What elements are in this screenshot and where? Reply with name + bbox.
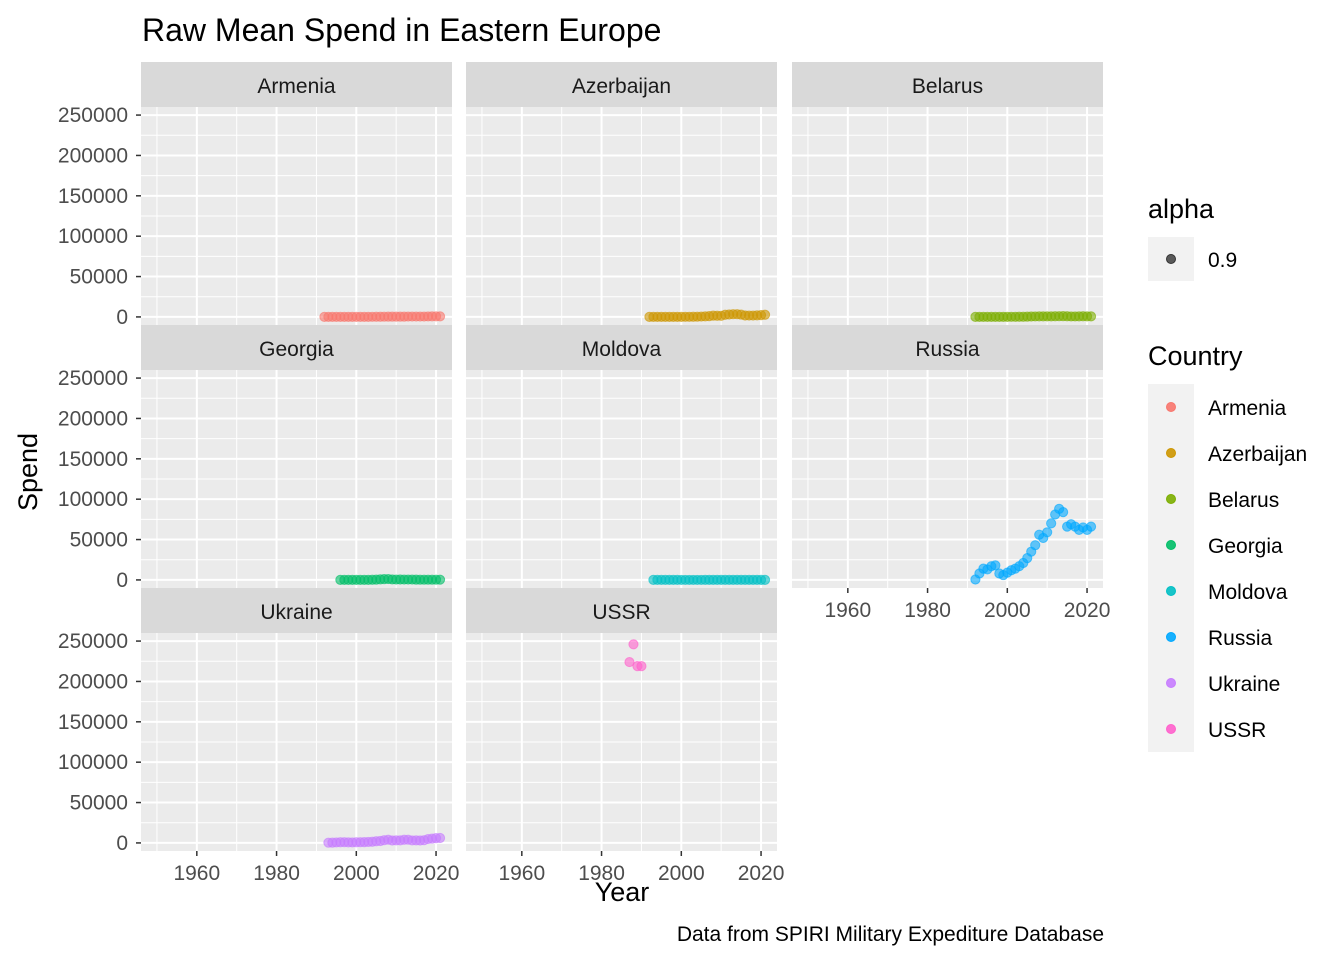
- data-point-azerbaijan: [759, 309, 771, 320]
- facet-strip: [141, 325, 452, 370]
- legend-country-entries: Armenia Azerbaijan Belarus Georgia Moldova Ru…: [1148, 384, 1307, 752]
- y-tick-label: 0: [116, 832, 128, 855]
- facet-panel-ukraine: Ukraine 0 50000 100000 150000 200000 250000 196…: [58, 588, 459, 885]
- legend-key-moldova: [1166, 586, 1176, 596]
- y-tick-label: 250000: [58, 104, 128, 127]
- x-tick-label: 1960: [824, 599, 871, 622]
- facet-strip: [792, 325, 1103, 370]
- data-point-armenia: [434, 311, 446, 322]
- x-tick-label: 1960: [173, 862, 220, 885]
- y-tick-label: 0: [116, 306, 128, 329]
- y-axis-title: Spend: [13, 433, 43, 511]
- facet-panel-russia: Russia 1960 1980 2000 2020: [792, 325, 1110, 622]
- legends: alpha 0.9 Country Armenia Azerbaijan Belar…: [1148, 194, 1307, 752]
- facet-panel-moldova: Moldova: [466, 325, 777, 588]
- y-tick-label: 200000: [58, 144, 128, 167]
- data-point-georgia: [434, 574, 446, 585]
- facet-panel-armenia: Armenia 0 50000 100000 150000 200000 250000: [58, 62, 452, 329]
- data-point-belarus: [1085, 311, 1097, 322]
- chart-caption: Data from SPIRI Military Expediture Data…: [677, 923, 1104, 946]
- x-tick-label: 1980: [578, 862, 625, 885]
- data-point-russia: [1030, 540, 1041, 551]
- facet-strip: [466, 62, 777, 107]
- data-point-russia: [990, 560, 1001, 571]
- data-point-moldova: [759, 574, 771, 585]
- y-tick-label: 50000: [70, 529, 128, 552]
- legend-key-belarus: [1166, 494, 1176, 504]
- data-point-ukraine: [434, 832, 446, 844]
- x-tick-label: 2020: [738, 862, 785, 885]
- y-tick-label: 150000: [58, 448, 128, 471]
- x-tick-label: 2000: [658, 862, 705, 885]
- legend-label-ukraine: Ukraine: [1208, 673, 1280, 696]
- facet-strip: [792, 62, 1103, 107]
- legend-country-title: Country: [1148, 341, 1243, 371]
- facet-panels: Armenia050000100000150000200000250000Aze…: [58, 62, 1110, 885]
- legend-alpha-label: 0.9: [1208, 249, 1237, 272]
- x-tick-label: 2000: [984, 599, 1031, 622]
- facet-strip-label: Georgia: [259, 338, 334, 361]
- y-tick-label: 150000: [58, 711, 128, 734]
- facet-strip: [466, 325, 777, 370]
- facet-strip: [141, 62, 452, 107]
- facet-panel-belarus: Belarus: [792, 62, 1103, 325]
- legend-key-armenia: [1166, 402, 1176, 412]
- x-tick-label: 1980: [904, 599, 951, 622]
- x-tick-label: 1960: [498, 862, 545, 885]
- legend-label-belarus: Belarus: [1208, 489, 1279, 512]
- y-tick-label: 50000: [70, 792, 128, 815]
- y-tick-label: 250000: [58, 367, 128, 390]
- data-point-russia: [1058, 507, 1069, 518]
- legend-key-russia: [1166, 632, 1176, 642]
- facet-strip-label: USSR: [592, 601, 650, 624]
- x-tick-label: 1980: [253, 862, 300, 885]
- legend-label-russia: Russia: [1208, 627, 1273, 650]
- data-point-russia: [1046, 518, 1057, 529]
- facet-strip-label: Azerbaijan: [572, 75, 671, 98]
- facet-strip: [141, 588, 452, 633]
- x-axis-title: Year: [595, 877, 650, 907]
- chart-title: Raw Mean Spend in Eastern Europe: [142, 12, 661, 48]
- y-tick-label: 250000: [58, 630, 128, 653]
- legend-label-armenia: Armenia: [1208, 397, 1287, 420]
- legend-key-ukraine: [1166, 678, 1176, 688]
- facet-strip-label: Moldova: [582, 338, 662, 361]
- facet-panel-azerbaijan: Azerbaijan: [466, 62, 777, 325]
- facet-strip: [466, 588, 777, 633]
- facet-strip-label: Belarus: [912, 75, 983, 98]
- legend-label-moldova: Moldova: [1208, 581, 1288, 604]
- data-point-ussr: [628, 639, 639, 650]
- facet-panel-georgia: Georgia 0 50000 100000 150000 200000 250000: [58, 325, 452, 592]
- legend-key-azerbaijan: [1166, 448, 1176, 458]
- x-tick-label: 2020: [413, 862, 460, 885]
- y-tick-label: 200000: [58, 407, 128, 430]
- legend-alpha-title: alpha: [1148, 194, 1215, 224]
- y-tick-label: 100000: [58, 751, 128, 774]
- data-point-ussr: [624, 656, 635, 668]
- facet-strip-label: Russia: [915, 338, 980, 361]
- data-point-russia: [1085, 521, 1097, 532]
- facet-strip-label: Armenia: [257, 75, 336, 98]
- legend-label-azerbaijan: Azerbaijan: [1208, 443, 1307, 466]
- x-tick-label: 2000: [333, 862, 380, 885]
- legend-key-georgia: [1166, 540, 1176, 550]
- x-tick-label: 2020: [1064, 599, 1111, 622]
- legend-label-georgia: Georgia: [1208, 535, 1283, 558]
- facet-strip-label: Ukraine: [260, 601, 332, 624]
- y-tick-label: 100000: [58, 488, 128, 511]
- y-tick-label: 50000: [70, 266, 128, 289]
- legend-country-key-background: [1148, 384, 1194, 752]
- legend-label-ussr: USSR: [1208, 719, 1266, 742]
- legend-key-ussr: [1166, 724, 1176, 734]
- y-tick-label: 0: [116, 569, 128, 592]
- y-tick-label: 100000: [58, 225, 128, 248]
- legend-alpha-key: [1166, 254, 1176, 264]
- y-tick-label: 200000: [58, 670, 128, 693]
- data-point-russia: [1042, 527, 1053, 538]
- facet-panel-ussr: USSR 1960 1980 2000 2020: [466, 588, 784, 885]
- data-point-ussr: [636, 661, 647, 672]
- y-tick-label: 150000: [58, 185, 128, 208]
